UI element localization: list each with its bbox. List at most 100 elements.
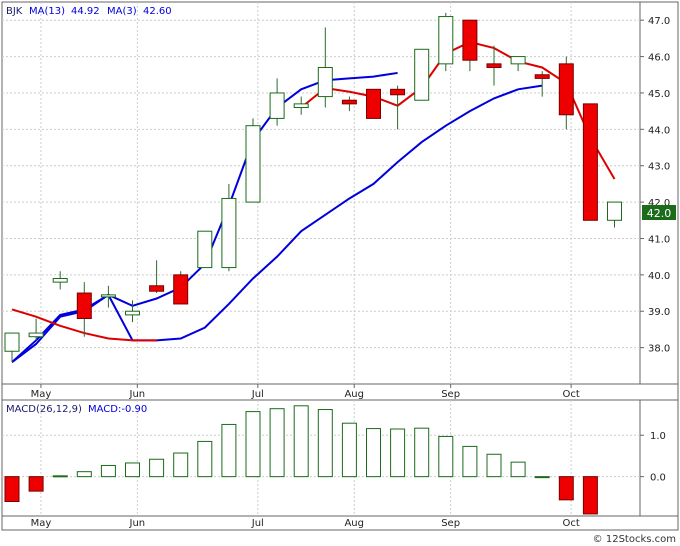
candle-body-up (245, 125, 261, 203)
price-x-tick-label: May (31, 389, 52, 400)
candle-body-up (28, 332, 44, 338)
candle-body-down (582, 103, 598, 221)
candle-body-up (100, 294, 116, 298)
macd-bar-positive (390, 428, 406, 478)
macd-bar-positive (438, 435, 454, 478)
price-y-tick-label: 47.0 (648, 16, 670, 27)
macd-bar-negative (582, 476, 598, 515)
macd-legend-value: MACD:-0.90 (88, 404, 147, 415)
macd-bars (4, 405, 598, 515)
candle-body-up (197, 230, 213, 269)
macd-bar-positive (317, 409, 333, 478)
macd-bar-positive (341, 422, 357, 478)
macd-bar-positive (366, 428, 381, 478)
candle (438, 12, 454, 72)
candle (390, 85, 406, 130)
price-y-tick-label: 39.0 (648, 307, 670, 318)
macd-x-tick-label: Jul (251, 518, 264, 529)
macd-y-tick-label: 1.0 (650, 431, 666, 442)
candle (582, 103, 598, 221)
macd-x-tick-label: Jun (129, 518, 146, 529)
macd-bar-positive (462, 445, 478, 478)
candle-body-down (558, 63, 574, 116)
price-y-tick-label: 43.0 (648, 162, 670, 173)
price-x-tick-label: Oct (562, 389, 579, 400)
candle-body-down (76, 292, 92, 320)
candle (414, 48, 430, 101)
macd-bar-positive (52, 475, 68, 478)
candle (534, 71, 550, 97)
macd-x-tick-label: Aug (344, 518, 364, 529)
price-y-tick-label: 40.0 (648, 271, 670, 282)
legend-ma3-label: MA(3) (107, 6, 137, 17)
macd-bar-positive (100, 464, 116, 478)
candle (76, 282, 92, 337)
macd-bar-negative (558, 476, 574, 501)
candle (341, 96, 357, 112)
candle (486, 45, 502, 86)
macd-x-labels: May Jun Jul Aug Sep Oct (31, 518, 580, 529)
candle-body-up (438, 16, 454, 65)
legend-ma13-value: 44.92 (71, 6, 100, 17)
macd-bar-positive (245, 411, 261, 478)
macd-bar-positive (486, 453, 502, 478)
macd-bar-positive (269, 408, 285, 478)
candle-body-down (341, 99, 357, 105)
macd-bar-positive (414, 427, 430, 478)
candle (221, 183, 237, 272)
macd-y-ticks: 0.0 1.0 (640, 431, 666, 484)
candle (125, 300, 140, 323)
price-x-tick-label: Jun (129, 389, 146, 400)
price-x-tick-label: Aug (344, 389, 364, 400)
candle-body-down (390, 88, 406, 96)
candle-body-up (125, 310, 140, 316)
macd-bar-positive (293, 405, 309, 478)
candle-body-up (52, 277, 68, 283)
price-axis-area (639, 1, 679, 385)
candle (510, 56, 526, 72)
legend-ticker: BJK (6, 6, 23, 17)
candle-body-up (269, 92, 285, 119)
macd-bar-positive (534, 476, 550, 479)
candle-body-down (173, 274, 189, 305)
macd-x-tick-label: Oct (562, 518, 579, 529)
candle (366, 88, 381, 119)
candle-body-up (4, 332, 20, 352)
candle-body-up (607, 201, 622, 221)
macd-xaxis-strip (1, 515, 679, 531)
price-y-tick-label: 42.0 (648, 198, 670, 209)
watermark: © 12Stocks.com (593, 534, 676, 545)
macd-bar-negative (28, 476, 44, 492)
candle (52, 271, 68, 290)
price-y-tick-label: 44.0 (648, 125, 670, 136)
candle-body-up (317, 66, 333, 98)
candle (149, 260, 165, 294)
candle-body-up (293, 103, 309, 109)
candle (269, 78, 285, 126)
candle (607, 201, 622, 228)
candle-body-up (221, 197, 237, 269)
candle (245, 118, 261, 203)
macd-bar-positive (76, 471, 92, 478)
price-y-tick-label: 46.0 (648, 53, 670, 64)
macd-bar-positive (125, 462, 140, 478)
macd-bar-positive (173, 452, 189, 478)
macd-bar-positive (197, 440, 213, 478)
candle (317, 27, 333, 108)
price-y-ticks: 38.0 39.0 40.0 41.0 42.0 43.0 44.0 45.0 46.0 47.0 (640, 16, 670, 355)
candle (28, 318, 44, 341)
candle-body-down (534, 74, 550, 79)
last-price-label: 42.0 (647, 207, 672, 220)
macd-x-tick-label: May (31, 518, 52, 529)
candle (558, 56, 574, 130)
price-x-tick-label: Jul (251, 389, 264, 400)
price-x-labels: May Jun Jul Aug Sep Oct (31, 384, 580, 400)
ma13-path-slow (11, 84, 543, 363)
candle-body-up (414, 48, 430, 101)
candle-body-down (149, 285, 165, 292)
macd-legend-params: MACD(26,12,9) (6, 404, 82, 415)
macd-bar-positive (221, 423, 237, 478)
candle (100, 285, 116, 308)
